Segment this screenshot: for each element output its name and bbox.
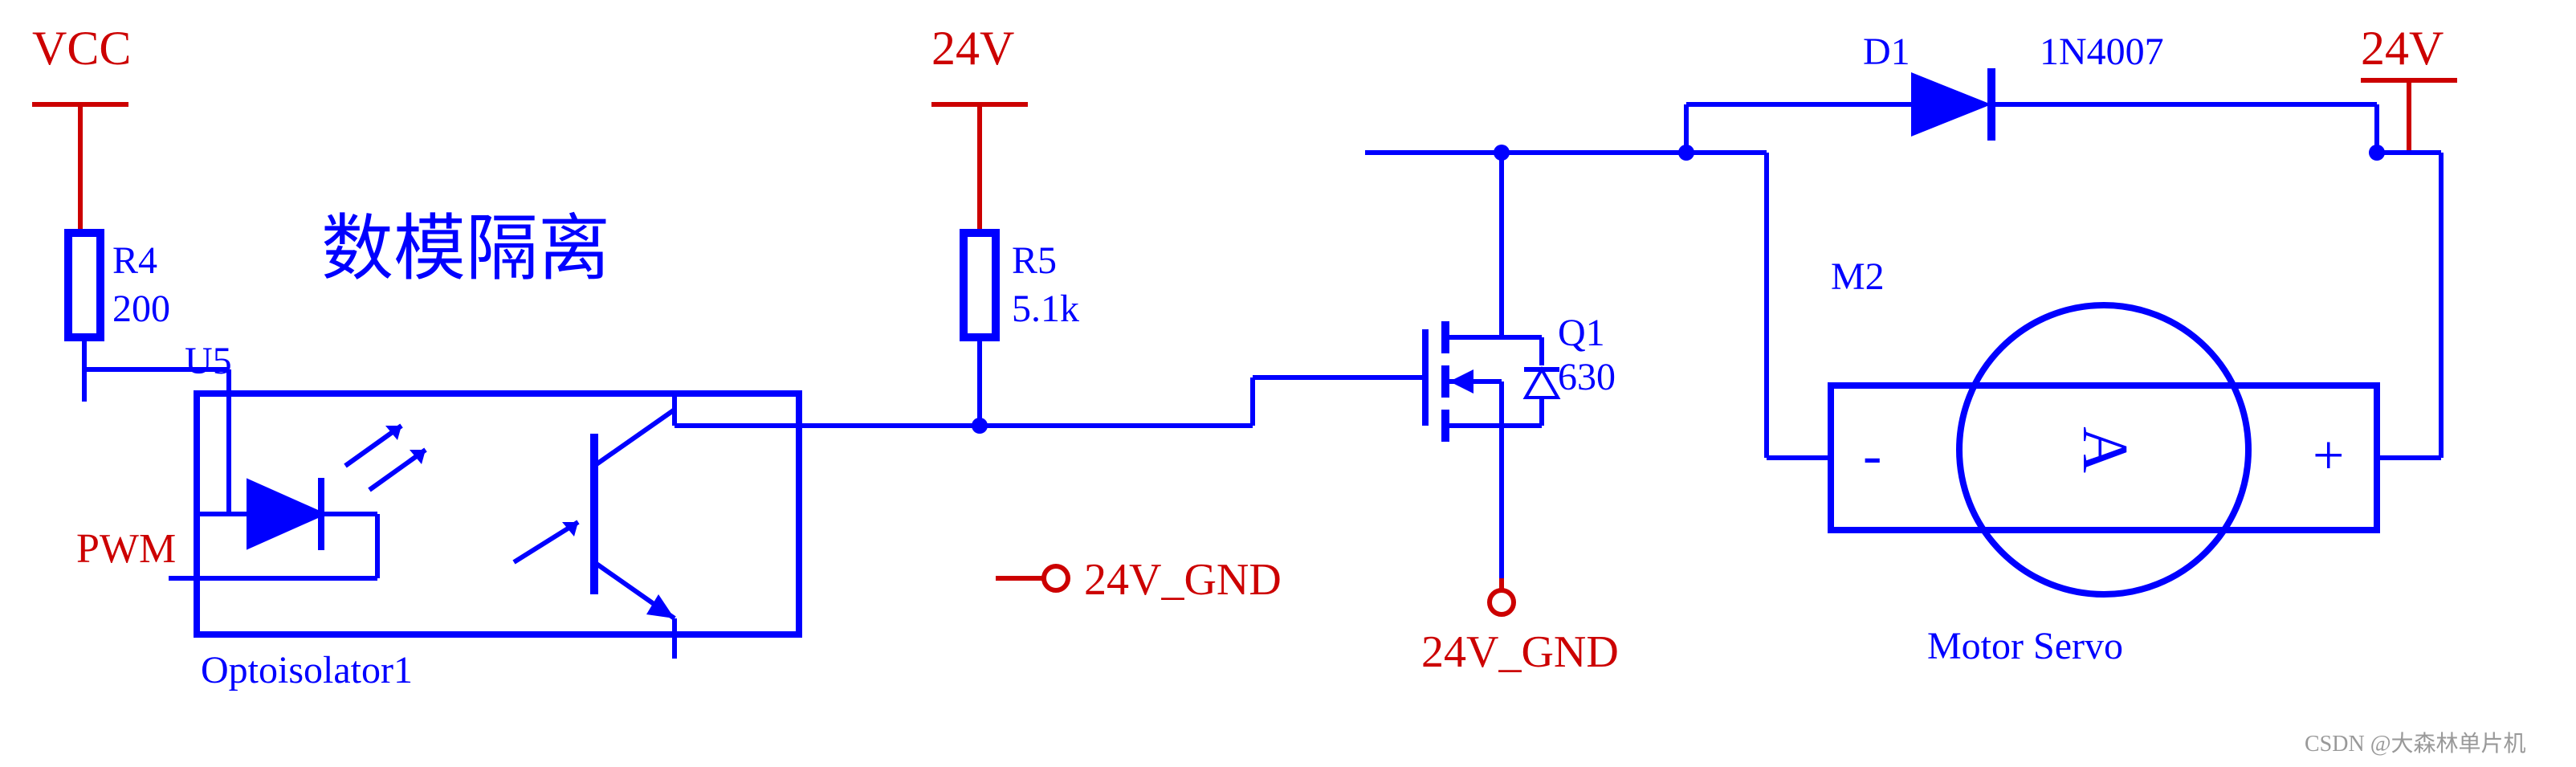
d1-value: 1N4007 [2040,31,2164,73]
section-title: 数模隔离 [321,210,610,289]
r5-value: 5.1k [1012,288,1079,330]
u5-ref: U5 [185,340,232,382]
r4-value: 200 [112,288,170,330]
q1-value: 630 [1558,356,1616,398]
net-24vgnd-right: 24V_GND [1421,578,1619,677]
net-24vgnd-left-label: 24V_GND [1084,555,1282,605]
net-vcc: VCC [32,22,131,233]
net-pwm-label: PWM [76,526,176,572]
net-24vgnd-left: 24V_GND [996,555,1282,605]
m2-name: Motor Servo [1927,625,2123,667]
r5-ref: R5 [1012,239,1057,282]
resistor-r4: R4 200 [68,233,170,337]
net-24vgnd-right-label: 24V_GND [1421,627,1619,677]
r4-ref: R4 [112,239,157,282]
opto-phototransistor-icon [514,394,675,634]
watermark: CSDN @大森林单片机 [2305,731,2525,757]
m2-ref: M2 [1831,255,1885,298]
mosfet-q1: Q1 630 [1389,153,1616,578]
m2-minus: - [1863,425,1881,487]
diode-d1: D1 1N4007 [1678,31,2377,161]
resistor-r5: R5 5.1k [964,233,1079,337]
d1-ref: D1 [1863,31,1910,73]
u5-name: Optoisolator1 [201,649,413,692]
optoisolator-u5: U5 [84,337,799,692]
schematic-canvas: VCC R4 200 U5 [0,0,2576,767]
net-pwm: PWM [76,526,197,578]
net-24v-right-label: 24V [2361,22,2444,75]
net-24v-left-label: 24V [931,22,1014,75]
net-24v-left: 24V [931,22,1028,233]
m2-plus: + [2313,425,2344,487]
net-vcc-label: VCC [32,22,131,75]
q1-ref: Q1 [1558,312,1605,354]
m2-ampere: A [2069,426,2140,473]
motor-m2: M2 A - + Motor Servo [1767,255,2441,667]
